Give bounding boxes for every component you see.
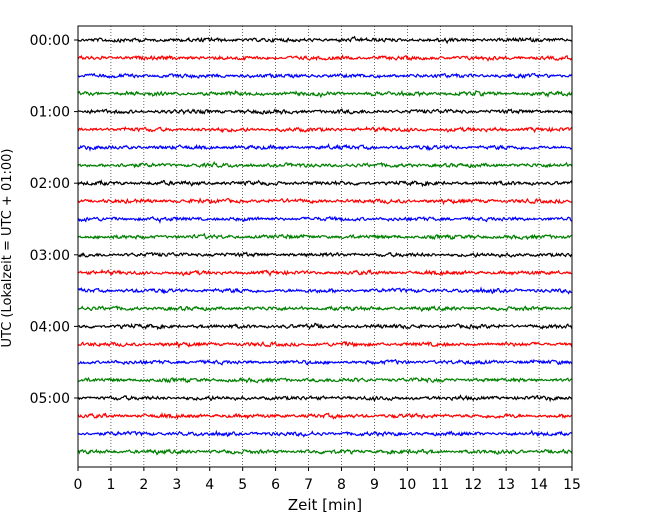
trace-0245 [77,232,573,241]
x-tick-label: 10 [398,477,416,493]
trace-0345 [77,305,573,313]
trace-0415 [77,340,573,350]
trace-0445 [77,376,573,384]
x-tick-label: 2 [139,477,148,493]
trace-0115 [77,125,573,134]
trace-0330 [77,286,573,295]
x-tick-label: 12 [464,477,482,493]
x-tick-label: 0 [74,477,83,493]
x-tick-label: 15 [563,477,581,493]
trace-0045 [77,89,573,99]
x-tick-label: 3 [172,477,181,493]
plot-background [78,26,572,467]
x-tick-label: 8 [337,477,346,493]
y-axis-ticks: 00:00 01:00 02:00 03:00 04:00 05:00 [30,33,78,407]
seismogram-traces [77,35,573,456]
plot-frame [77,25,573,468]
x-axis-label: Zeit [min] [288,496,362,514]
x-tick-label: 11 [431,477,449,493]
y-axis-label: UTC (Lokalzeit = UTC + 01:00) [0,149,15,348]
y-tick-label: 05:00 [30,391,70,407]
x-tick-label: 4 [205,477,214,493]
x-tick-label: 13 [497,477,515,493]
trace-0015 [77,54,573,62]
x-tick-label: 7 [304,477,313,493]
trace-0200 [77,179,573,188]
x-tick-label: 6 [271,477,280,493]
x-tick-label: 5 [238,477,247,493]
y-tick-label: 03:00 [30,248,70,264]
trace-0315 [77,268,573,278]
trace-0545 [77,448,573,456]
x-tick-label: 9 [370,477,379,493]
trace-0100 [77,108,573,116]
trace-0145 [77,160,573,169]
x-tick-label: 1 [106,477,115,493]
y-tick-label: 01:00 [30,105,70,121]
trace-0030 [77,72,573,79]
trace-0500 [77,394,573,403]
trace-0515 [77,411,573,420]
trace-0300 [77,251,573,259]
trace-0000 [77,35,573,45]
trace-0400 [77,322,573,331]
y-tick-label: 02:00 [30,176,70,192]
trace-0130 [77,143,573,152]
x-axis-ticks: 0 1 2 3 4 5 6 7 8 9 10 11 12 13 14 15 [74,467,581,493]
trace-0530 [77,429,573,438]
trace-0215 [77,197,573,206]
x-tick-label: 14 [530,477,548,493]
y-tick-label: 00:00 [30,33,70,49]
trace-0230 [77,215,573,224]
y-tick-label: 04:00 [30,319,70,335]
trace-0430 [77,358,573,366]
